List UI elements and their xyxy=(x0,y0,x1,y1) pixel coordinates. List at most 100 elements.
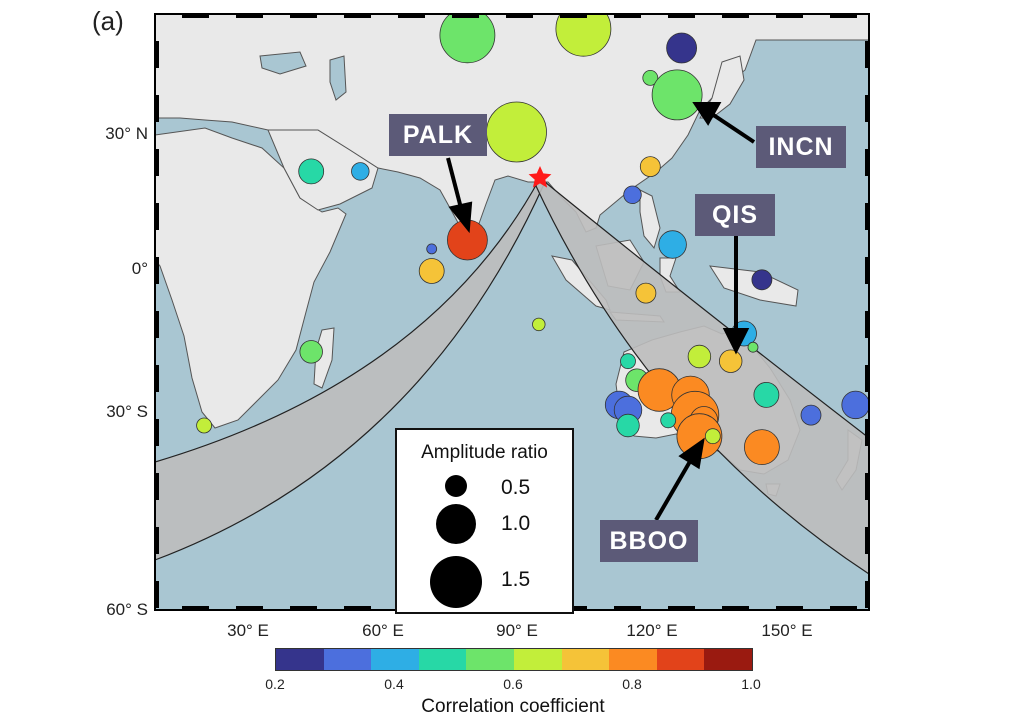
arrow-palk xyxy=(446,157,473,234)
frame-tick xyxy=(614,606,641,610)
station-marker xyxy=(651,69,703,121)
colorbar-tick-0-8: 0.8 xyxy=(622,676,642,692)
frame-tick xyxy=(865,473,869,500)
lon-label-60e: 60° E xyxy=(362,621,404,640)
station-marker xyxy=(719,349,743,373)
colorbar-label: Correlation coefficient xyxy=(421,696,605,717)
lat-label-30s: 30° S xyxy=(106,402,148,421)
legend-value-1-5: 1.5 xyxy=(501,568,531,591)
colorbar-segment xyxy=(704,649,752,670)
colorbar-segment xyxy=(513,649,562,670)
lon-label-30e: 30° E xyxy=(227,621,269,640)
lat-label-30n: 30° N xyxy=(105,124,148,143)
arrow-incn xyxy=(692,102,756,144)
frame-tick xyxy=(155,581,159,608)
africa-landmass xyxy=(155,127,347,429)
frame-tick xyxy=(506,14,533,18)
colorbar-segment xyxy=(466,649,514,670)
station-marker xyxy=(620,353,636,370)
frame-tick xyxy=(865,311,869,338)
station-marker xyxy=(298,158,325,185)
frame-tick xyxy=(865,203,869,230)
frame-tick xyxy=(155,257,159,284)
colorbar-segment xyxy=(656,649,705,670)
frame-tick xyxy=(290,606,317,610)
frame-tick xyxy=(452,14,479,18)
legend-value-0-5: 0.5 xyxy=(501,476,531,499)
lat-label-0: 0° xyxy=(131,259,148,278)
station-marker xyxy=(486,101,547,163)
colorbar-segment xyxy=(418,649,467,670)
station-marker xyxy=(555,14,612,57)
legend-title: Amplitude ratio xyxy=(421,442,548,463)
arrow-bboo xyxy=(654,437,705,522)
station-marker xyxy=(439,14,496,64)
frame-tick xyxy=(865,365,869,392)
frame-tick xyxy=(865,149,869,176)
legend-dot-medium xyxy=(436,504,476,544)
station-marker xyxy=(616,413,640,438)
frame-tick xyxy=(236,14,263,18)
lon-label-150e: 150° E xyxy=(761,621,813,640)
station-marker xyxy=(751,269,773,291)
colorbar-segment xyxy=(276,649,324,670)
frame-tick xyxy=(668,14,695,18)
station-marker xyxy=(426,243,438,255)
station-marker xyxy=(687,344,712,369)
colorbar-tick-0-2: 0.2 xyxy=(265,676,285,692)
station-marker xyxy=(841,390,869,420)
station-marker xyxy=(635,282,657,304)
lat-label-60s: 60° S xyxy=(106,600,148,619)
station-marker xyxy=(196,417,213,434)
frame-tick xyxy=(290,14,317,18)
station-marker xyxy=(642,70,659,86)
station-label-qis: QIS xyxy=(695,194,775,236)
frame-tick xyxy=(182,606,209,610)
frame-tick xyxy=(155,473,159,500)
colorbar-segment xyxy=(561,649,610,670)
frame-tick xyxy=(865,419,869,446)
frame-tick xyxy=(398,14,425,18)
frame-tick xyxy=(776,606,803,610)
frame-tick xyxy=(155,95,159,122)
lon-label-90e: 90° E xyxy=(496,621,538,640)
legend-dot-small xyxy=(445,475,467,497)
station-marker xyxy=(660,412,677,429)
frame-tick xyxy=(155,419,159,446)
frame-tick xyxy=(155,41,159,68)
frame-tick xyxy=(344,14,371,18)
colorbar-tick-0-4: 0.4 xyxy=(384,676,404,692)
colorbar-tick-0-6: 0.6 xyxy=(503,676,523,692)
colorbar-segment xyxy=(609,649,657,670)
frame-tick xyxy=(560,14,587,18)
frame-tick xyxy=(155,311,159,338)
source-star-icon xyxy=(528,166,552,188)
panel-label: (a) xyxy=(92,6,124,36)
frame-tick xyxy=(830,14,857,18)
black-sea xyxy=(259,51,307,75)
frame-tick xyxy=(155,149,159,176)
colorbar-segment xyxy=(371,649,419,670)
station-marker xyxy=(800,404,822,426)
station-marker xyxy=(666,32,697,64)
frame-tick xyxy=(344,606,371,610)
frame-tick xyxy=(236,606,263,610)
frame-tick xyxy=(722,606,749,610)
frame-tick xyxy=(865,527,869,554)
philippines-landmass xyxy=(639,189,661,250)
station-marker xyxy=(351,162,370,181)
station-marker xyxy=(623,185,642,205)
frame-tick xyxy=(722,14,749,18)
arrow-qis xyxy=(722,236,750,355)
colorbar-segment xyxy=(323,649,372,670)
station-label-incn: INCN xyxy=(756,126,846,168)
frame-tick xyxy=(830,606,857,610)
frame-tick xyxy=(668,606,695,610)
lon-label-120e: 120° E xyxy=(626,621,678,640)
station-marker xyxy=(744,429,780,466)
station-marker xyxy=(704,428,721,445)
station-label-bboo: BBOO xyxy=(600,520,698,562)
frame-tick xyxy=(865,257,869,284)
frame-tick xyxy=(614,14,641,18)
